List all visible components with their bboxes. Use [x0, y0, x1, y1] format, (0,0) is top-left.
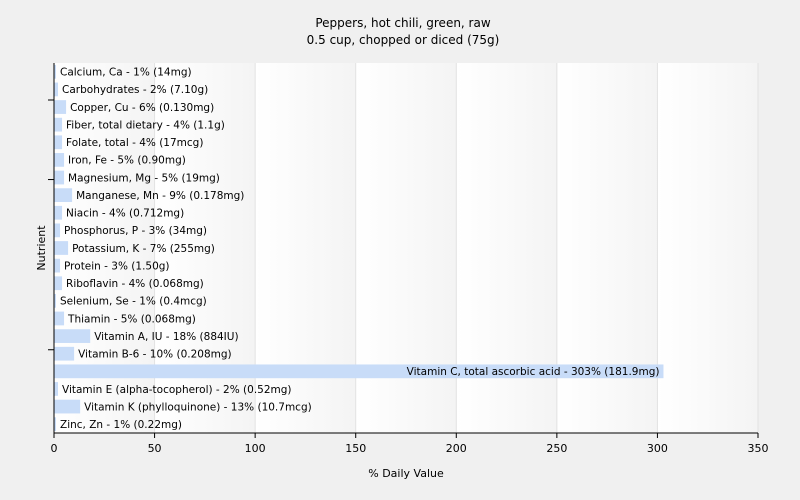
x-tick-label: 0 — [51, 442, 58, 455]
bar — [54, 293, 57, 308]
bar — [54, 170, 65, 185]
bar — [54, 258, 61, 273]
bar-label: Riboflavin - 4% (0.068mg) — [66, 278, 204, 290]
bar-label: Calcium, Ca - 1% (14mg) — [60, 67, 192, 79]
x-tick-label: 200 — [446, 442, 467, 455]
bar — [54, 153, 65, 167]
bar-label: Vitamin E (alpha-tocopherol) - 2% (0.52m… — [62, 384, 292, 396]
x-tick-label: 250 — [546, 442, 567, 455]
bars-group: Calcium, Ca - 1% (14mg) Carbohydrates - 2… — [54, 64, 664, 432]
x-tick-label: 150 — [345, 442, 366, 455]
bar-label: Iron, Fe - 5% (0.90mg) — [68, 155, 186, 167]
bar — [54, 205, 63, 220]
bar-label: Selenium, Se - 1% (0.4mcg) — [60, 296, 207, 308]
bar — [54, 346, 75, 361]
bar-label: Protein - 3% (1.50g) — [64, 260, 170, 272]
bar-label: Manganese, Mn - 9% (0.178mg) — [76, 190, 244, 202]
bar — [54, 241, 69, 255]
x-tick-label: 350 — [748, 442, 769, 455]
bar-label: Folate, total - 4% (17mcg) — [66, 137, 203, 149]
bar — [54, 223, 61, 238]
bar-label: Carbohydrates - 2% (7.10g) — [62, 84, 208, 96]
bar-label: Niacin - 4% (0.712mg) — [66, 208, 184, 220]
bar — [54, 188, 73, 203]
bar-label: Vitamin B-6 - 10% (0.208mg) — [78, 349, 232, 361]
bar-label: Zinc, Zn - 1% (0.22mg) — [60, 419, 182, 431]
grid-band — [657, 63, 758, 433]
bar-label: Copper, Cu - 6% (0.130mg) — [70, 102, 214, 114]
y-axis-title: Nutrient — [35, 225, 48, 271]
bar — [54, 100, 67, 114]
chart-subtitle: 0.5 cup, chopped or diced (75g) — [307, 33, 500, 47]
bar — [54, 382, 59, 396]
bar — [54, 364, 664, 379]
x-tick-label: 100 — [245, 442, 266, 455]
bar — [54, 399, 81, 414]
bar-label: Vitamin A, IU - 18% (884IU) — [94, 331, 238, 343]
bar-label: Fiber, total dietary - 4% (1.1g) — [66, 119, 225, 131]
bar-label: Vitamin K (phylloquinone) - 13% (10.7mcg… — [84, 401, 312, 413]
bar — [54, 329, 91, 343]
bar — [54, 64, 57, 79]
bar — [54, 417, 57, 432]
bar — [54, 311, 65, 326]
x-axis-title: % Daily Value — [368, 467, 444, 480]
bar-label: Magnesium, Mg - 5% (19mg) — [68, 172, 220, 184]
bar — [54, 135, 63, 150]
bar-label: Potassium, K - 7% (255mg) — [72, 243, 215, 255]
bar-label: Vitamin C, total ascorbic acid - 303% (1… — [407, 366, 660, 378]
bar-label: Thiamin - 5% (0.068mg) — [67, 313, 196, 325]
bar-label: Phosphorus, P - 3% (34mg) — [64, 225, 207, 237]
bar — [54, 117, 63, 132]
bar — [54, 82, 59, 97]
chart-title: Peppers, hot chili, green, raw — [315, 16, 490, 30]
bar — [54, 276, 63, 291]
x-tick-label: 300 — [647, 442, 668, 455]
x-tick-label: 50 — [148, 442, 162, 455]
